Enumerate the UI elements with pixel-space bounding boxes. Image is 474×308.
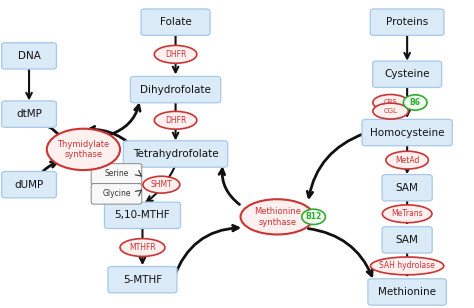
Text: Glycine: Glycine xyxy=(102,189,131,198)
Text: DHFR: DHFR xyxy=(165,50,186,59)
FancyBboxPatch shape xyxy=(373,61,442,87)
Text: SAM: SAM xyxy=(396,235,419,245)
Text: DNA: DNA xyxy=(18,51,40,61)
Text: SAM: SAM xyxy=(396,183,419,193)
Ellipse shape xyxy=(47,129,120,170)
Text: Cysteine: Cysteine xyxy=(384,69,430,79)
Text: Folate: Folate xyxy=(160,17,191,27)
Text: MetAd: MetAd xyxy=(395,156,419,165)
FancyBboxPatch shape xyxy=(91,164,142,184)
Text: B12: B12 xyxy=(305,212,322,221)
Text: 5-MTHF: 5-MTHF xyxy=(123,275,162,285)
Text: MTHFR: MTHFR xyxy=(129,243,156,252)
Text: dUMP: dUMP xyxy=(14,180,44,190)
Circle shape xyxy=(302,209,325,225)
FancyBboxPatch shape xyxy=(382,227,432,253)
FancyBboxPatch shape xyxy=(1,43,56,69)
Text: Proteins: Proteins xyxy=(386,17,428,27)
Text: Serine: Serine xyxy=(104,169,128,178)
FancyBboxPatch shape xyxy=(104,202,181,229)
Text: CBS: CBS xyxy=(384,99,398,105)
FancyBboxPatch shape xyxy=(141,9,210,35)
FancyBboxPatch shape xyxy=(382,175,432,201)
FancyBboxPatch shape xyxy=(370,9,444,35)
Ellipse shape xyxy=(373,103,408,119)
FancyBboxPatch shape xyxy=(130,76,221,103)
Circle shape xyxy=(403,95,427,110)
Text: SAH hydrolase: SAH hydrolase xyxy=(379,261,435,270)
Text: DHFR: DHFR xyxy=(165,116,186,125)
Text: MeTrans: MeTrans xyxy=(392,209,423,218)
FancyBboxPatch shape xyxy=(362,120,452,146)
Text: Methionine
synthase: Methionine synthase xyxy=(254,207,301,227)
Text: 5,10-MTHF: 5,10-MTHF xyxy=(115,210,170,220)
Text: B6: B6 xyxy=(410,98,420,107)
Text: Tetrahydrofolate: Tetrahydrofolate xyxy=(133,149,219,159)
Ellipse shape xyxy=(240,199,314,234)
Ellipse shape xyxy=(373,95,408,111)
Ellipse shape xyxy=(383,205,432,223)
Text: Dihydrofolate: Dihydrofolate xyxy=(140,85,211,95)
Ellipse shape xyxy=(155,111,197,129)
Ellipse shape xyxy=(386,151,428,169)
FancyBboxPatch shape xyxy=(1,101,56,127)
Text: dtMP: dtMP xyxy=(16,109,42,119)
Ellipse shape xyxy=(143,176,180,193)
FancyBboxPatch shape xyxy=(108,266,177,293)
FancyBboxPatch shape xyxy=(1,172,56,198)
Ellipse shape xyxy=(155,46,197,63)
Text: CGL: CGL xyxy=(383,108,398,114)
FancyBboxPatch shape xyxy=(123,141,228,167)
Ellipse shape xyxy=(120,239,165,256)
FancyBboxPatch shape xyxy=(368,279,447,305)
Text: Thymidylate
synthase: Thymidylate synthase xyxy=(57,140,109,159)
Text: SHMT: SHMT xyxy=(151,180,172,189)
FancyBboxPatch shape xyxy=(91,184,142,204)
Text: Homocysteine: Homocysteine xyxy=(370,128,445,138)
Text: Methionine: Methionine xyxy=(378,287,436,297)
Ellipse shape xyxy=(371,257,444,275)
